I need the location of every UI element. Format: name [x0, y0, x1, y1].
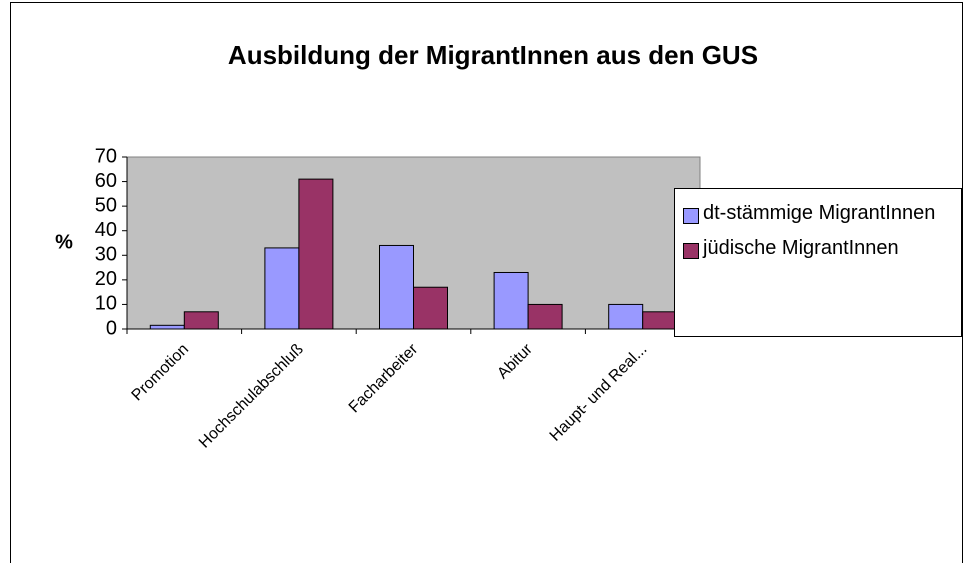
legend-swatch [683, 208, 699, 224]
bar [149, 324, 185, 330]
y-tick-label: 10 [95, 293, 117, 315]
y-tick-label: 70 [95, 145, 117, 167]
legend-entry: jüdische MigrantInnen [683, 237, 961, 263]
bar [527, 303, 563, 330]
bar [413, 286, 448, 330]
bar [298, 178, 334, 330]
legend: dt-stämmige MigrantInnen jüdische Migrant… [674, 188, 962, 337]
legend-entry: dt-stämmige MigrantInnen [683, 202, 961, 228]
y-axis-label: % [55, 231, 73, 253]
y-tick-label: 20 [95, 268, 117, 290]
y-tick-label: 30 [95, 244, 117, 266]
y-tick-label: 50 [95, 194, 117, 216]
bar [608, 303, 644, 330]
bar [183, 311, 219, 330]
bar [642, 311, 678, 330]
bar [379, 244, 414, 330]
legend-swatch [683, 243, 699, 259]
bar [264, 247, 300, 330]
y-tick-label: 60 [95, 170, 117, 192]
chart-title: Ausbildung der MigrantInnen aus den GUS [228, 40, 758, 70]
bar [493, 271, 529, 330]
y-tick-label: 0 [106, 317, 117, 339]
legend-label: jüdische MigrantInnen [703, 237, 899, 259]
y-tick-label: 40 [95, 219, 117, 241]
plot-area [126, 156, 701, 330]
legend-label: dt-stämmige MigrantInnen [703, 202, 936, 224]
